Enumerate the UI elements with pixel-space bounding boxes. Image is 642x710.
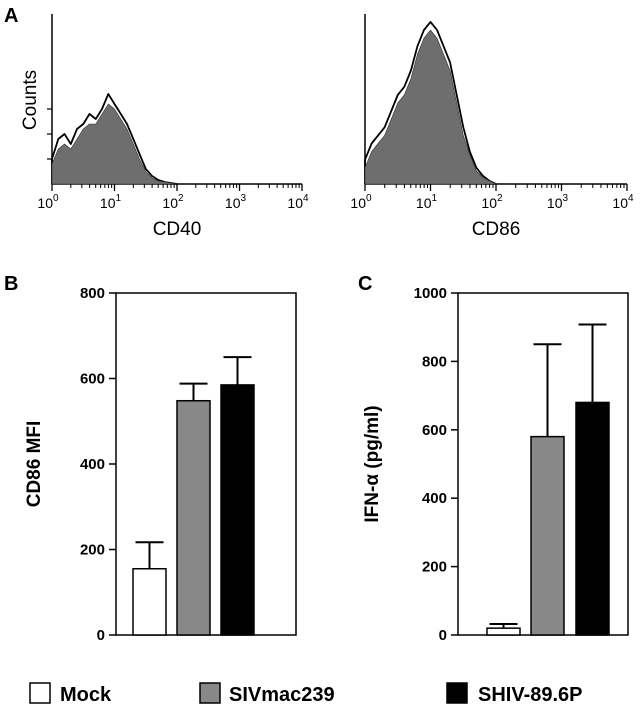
- hist1-series-0: [51, 93, 178, 185]
- bar-chart-ifn-alpha: IFN-α (pg/ml) 0 200 400 600 800 1000: [362, 285, 629, 644]
- barB-ytick-label-0: 0: [97, 627, 105, 644]
- hist1-ticks: 100 101 102 103 104: [37, 108, 309, 211]
- hist2-xtick-label-4: 104: [612, 193, 634, 211]
- barB-ticks: 0 200 400 600 800: [80, 285, 116, 644]
- barC-ticks: 0 200 400 600 800 1000: [414, 285, 458, 644]
- legend-item-sivmac239: SIVmac239: [199, 682, 335, 706]
- barB-bar-mock: [132, 567, 167, 636]
- barB-bar-sivmac239: [176, 399, 211, 636]
- hist2-series-0: [364, 21, 497, 185]
- barC-ytick-label-5: 1000: [414, 285, 447, 302]
- barC-ytick-label-1: 200: [422, 559, 447, 576]
- barC-bar-mock: [486, 627, 521, 636]
- hist2-series-1: [364, 29, 497, 185]
- histogram-cd40: Counts CD40 100 101 102 103 104: [20, 14, 309, 240]
- barB-bars: [132, 356, 255, 636]
- hist2-xtick-label-2: 102: [481, 193, 503, 211]
- legend-swatch-mock: [29, 682, 51, 704]
- barB-ytick-label-2: 400: [80, 456, 105, 473]
- hist1-xtick-label-2: 102: [162, 193, 184, 211]
- panel-letter-c: C: [358, 273, 372, 295]
- barC-bar-sivmac239: [530, 435, 565, 636]
- bar-chart-cd86-mfi: CD86 MFI 0 200 400 600 800: [24, 285, 297, 644]
- histogram-cd86: CD86 100 101 102 103 104: [350, 14, 634, 240]
- legend-swatch-shiv-89-6p: [446, 682, 468, 704]
- barC-bars: [486, 323, 610, 636]
- hist1-xtick-label-0: 100: [37, 193, 59, 211]
- legend-label-mock: Mock: [60, 684, 112, 706]
- hist1-xtick-label-1: 101: [100, 193, 122, 211]
- panel-letter-a: A: [4, 5, 18, 27]
- hist1-series-1: [51, 103, 178, 185]
- legend: Mock SIVmac239 SHIV-89.6P: [29, 682, 583, 706]
- barC-ytick-label-2: 400: [422, 490, 447, 507]
- barB-ytick-label-1: 200: [80, 542, 105, 559]
- hist1-xtick-label-3: 103: [225, 193, 247, 211]
- hist1-xtick-label-4: 104: [287, 193, 309, 211]
- barB-ytick-label-3: 600: [80, 371, 105, 388]
- hist1-areas: [51, 93, 178, 185]
- hist2-xtick-label-0: 100: [350, 193, 372, 211]
- hist2-xtick-label-1: 101: [416, 193, 438, 211]
- hist2-areas: [364, 21, 497, 185]
- legend-label-shiv-89-6p: SHIV-89.6P: [478, 684, 583, 706]
- hist2-ticks: 100 101 102 103 104: [350, 184, 634, 211]
- barC-ytick-label-0: 0: [439, 627, 447, 644]
- barC-ytick-label-3: 600: [422, 422, 447, 439]
- legend-label-sivmac239: SIVmac239: [229, 684, 335, 706]
- barB-ylabel: CD86 MFI: [24, 421, 45, 508]
- legend-item-mock: Mock: [29, 682, 112, 706]
- barC-bar-shiv-89-6p: [575, 401, 610, 636]
- hist1-xlabel: CD40: [153, 219, 202, 240]
- barB-bar-shiv-89-6p: [220, 384, 255, 636]
- barC-ylabel: IFN-α (pg/ml): [362, 405, 383, 522]
- hist1-ylabel: Counts: [20, 70, 41, 130]
- hist2-xlabel: CD86: [472, 219, 521, 240]
- hist2-xtick-label-3: 103: [547, 193, 569, 211]
- panel-letter-b: B: [4, 273, 18, 295]
- barB-ytick-label-4: 800: [80, 285, 105, 302]
- legend-swatch-sivmac239: [199, 682, 221, 704]
- legend-item-shiv-89-6p: SHIV-89.6P: [446, 682, 583, 706]
- barC-ytick-label-4: 800: [422, 353, 447, 370]
